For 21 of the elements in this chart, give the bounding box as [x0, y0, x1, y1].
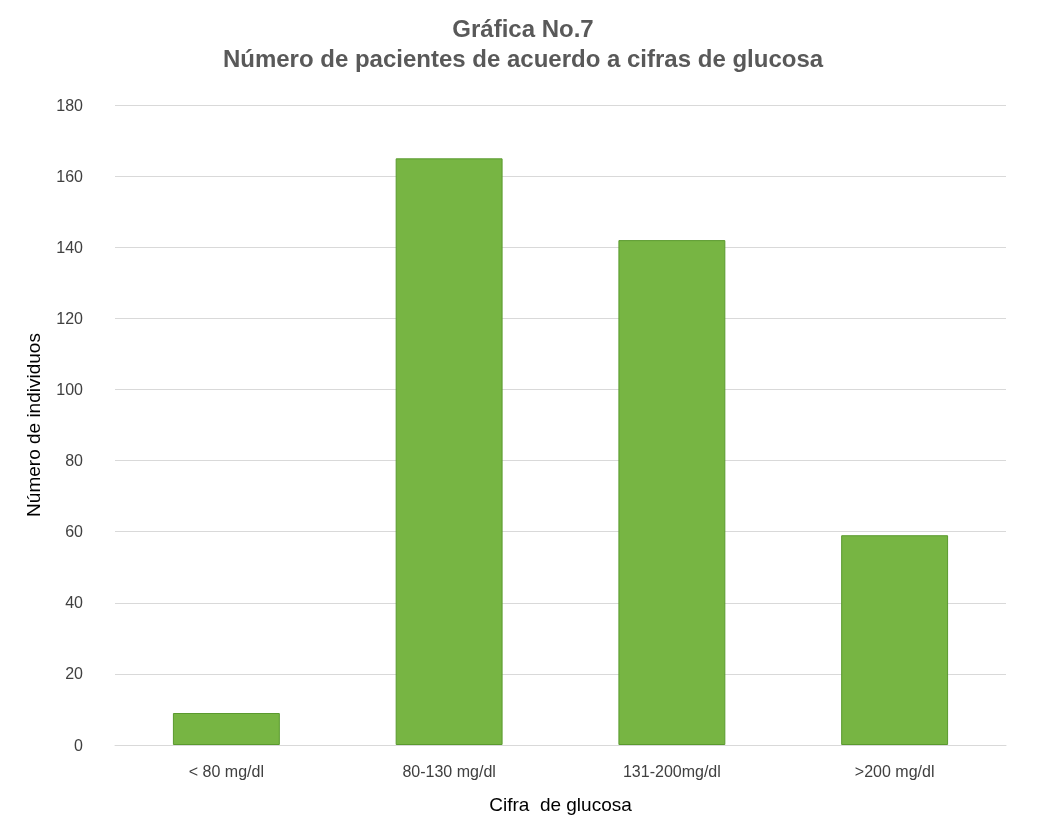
y-axis-title: Número de individuos: [23, 333, 44, 517]
y-tick-label: 180: [56, 96, 84, 114]
y-tick-label: 60: [65, 523, 84, 541]
bar: [841, 535, 949, 745]
y-tick-label: 0: [74, 736, 84, 754]
y-tick-label: 160: [56, 167, 84, 185]
x-tick-label: 80-130 mg/dl: [402, 762, 496, 780]
y-tick-label: 140: [56, 238, 84, 256]
y-tick-label: 80: [65, 452, 84, 470]
bar: [618, 240, 726, 745]
x-axis-title: Cifra de glucosa: [489, 794, 633, 815]
bar: [395, 158, 503, 745]
chart-title: Gráfica No.7 Número de pacientes de acuerdo a cifras de glucosa: [222, 14, 824, 72]
y-tick-label: 120: [56, 309, 84, 327]
x-tick-label: >200 mg/dl: [854, 762, 935, 780]
bar: [172, 713, 280, 745]
y-tick-label: 100: [56, 380, 84, 398]
y-tick-label: 40: [65, 594, 84, 612]
y-tick-label: 20: [65, 665, 84, 683]
x-tick-label: 131-200mg/dl: [622, 762, 721, 780]
x-tick-label: < 80 mg/dl: [188, 762, 264, 780]
